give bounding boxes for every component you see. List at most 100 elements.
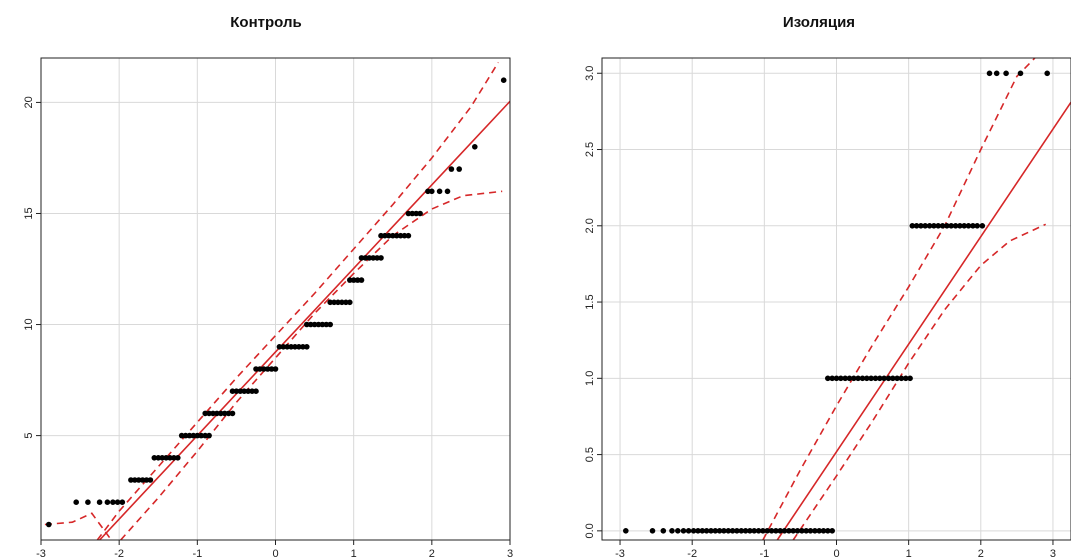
x-tick-label: -3 <box>615 548 625 559</box>
data-point <box>218 410 224 417</box>
data-point <box>206 410 212 417</box>
data-point <box>358 255 365 261</box>
data-point <box>970 223 976 229</box>
data-point <box>825 375 831 382</box>
data-point <box>760 528 766 534</box>
data-point <box>304 321 310 328</box>
data-point <box>245 388 251 395</box>
data-point <box>73 499 79 506</box>
data-point <box>444 188 451 195</box>
data-point <box>872 375 879 382</box>
x-tick-label: -3 <box>36 548 46 559</box>
data-point <box>685 528 692 534</box>
data-point <box>331 299 337 306</box>
x-tick-label: 2 <box>978 548 984 559</box>
data-point <box>46 521 52 528</box>
data-point <box>436 188 443 195</box>
data-point <box>846 375 853 382</box>
data-point <box>755 528 762 534</box>
data-point <box>807 528 814 534</box>
data-point <box>139 477 146 483</box>
data-point <box>221 410 228 417</box>
x-tick-label: -2 <box>687 548 697 559</box>
data-point <box>135 477 142 483</box>
data-point <box>178 432 185 439</box>
data-point <box>347 299 353 306</box>
x-tick-label: -2 <box>114 548 124 559</box>
data-point <box>1003 70 1009 77</box>
data-point <box>268 366 275 372</box>
data-point <box>186 432 193 439</box>
data-point <box>708 528 714 534</box>
data-point <box>237 388 244 395</box>
data-point <box>716 528 723 534</box>
data-point <box>777 528 783 534</box>
chart-title-control: Контроль <box>230 14 302 31</box>
data-point <box>786 528 792 534</box>
data-point <box>390 232 396 239</box>
confidence-band <box>762 58 1036 540</box>
data-point <box>838 375 844 382</box>
data-point <box>182 432 189 439</box>
data-point <box>829 528 835 534</box>
y-tick-label: 1.5 <box>584 294 596 309</box>
data-point <box>903 375 909 382</box>
data-point <box>794 528 801 534</box>
data-point <box>725 528 732 534</box>
data-point <box>429 188 435 195</box>
data-point <box>961 223 967 229</box>
data-point <box>829 375 835 382</box>
reference-line <box>776 101 1071 540</box>
y-tick-label: 0.5 <box>584 447 596 462</box>
data-point <box>898 375 905 382</box>
x-tick-label: 0 <box>272 548 278 559</box>
data-point <box>405 232 412 239</box>
x-tick-label: 0 <box>833 548 839 559</box>
data-point <box>253 388 259 395</box>
data-point <box>382 232 388 239</box>
data-point <box>456 166 463 172</box>
data-point <box>881 375 887 382</box>
data-point <box>261 366 267 372</box>
data-point <box>913 223 920 229</box>
y-tick-label: 3.0 <box>584 66 596 81</box>
x-tick-label: 1 <box>351 548 357 559</box>
data-point <box>202 410 208 417</box>
data-point <box>859 375 866 382</box>
data-point <box>868 375 874 382</box>
data-point <box>110 499 116 506</box>
data-point <box>393 232 400 239</box>
data-point <box>890 375 896 382</box>
data-point <box>660 528 667 534</box>
data-point <box>347 277 353 283</box>
y-tick-label: 2.5 <box>584 142 596 157</box>
data-point <box>171 455 177 461</box>
chart-panel-0: -3 -2 -1 0 1 2 3 5 10 15 20 <box>23 57 513 559</box>
data-point <box>229 388 236 395</box>
data-point <box>907 375 913 382</box>
x-tick-label: 3 <box>507 548 513 559</box>
reference-line <box>99 100 510 540</box>
data-point <box>155 455 162 461</box>
data-point <box>448 166 455 172</box>
data-point <box>198 432 204 439</box>
data-point <box>378 255 384 261</box>
data-point <box>319 321 326 328</box>
data-point <box>768 528 775 534</box>
data-point <box>721 528 727 534</box>
data-point <box>132 477 138 483</box>
data-point <box>764 528 770 534</box>
data-point <box>374 255 380 261</box>
y-tick-label: 0.0 <box>584 523 596 538</box>
data-point <box>425 188 431 195</box>
data-point <box>257 366 263 372</box>
data-point <box>747 528 753 534</box>
data-point <box>104 499 111 506</box>
data-point <box>214 410 220 417</box>
data-point <box>323 321 330 328</box>
data-point <box>799 528 805 534</box>
data-point <box>820 528 827 534</box>
data-point <box>167 455 173 461</box>
data-point <box>327 321 334 328</box>
